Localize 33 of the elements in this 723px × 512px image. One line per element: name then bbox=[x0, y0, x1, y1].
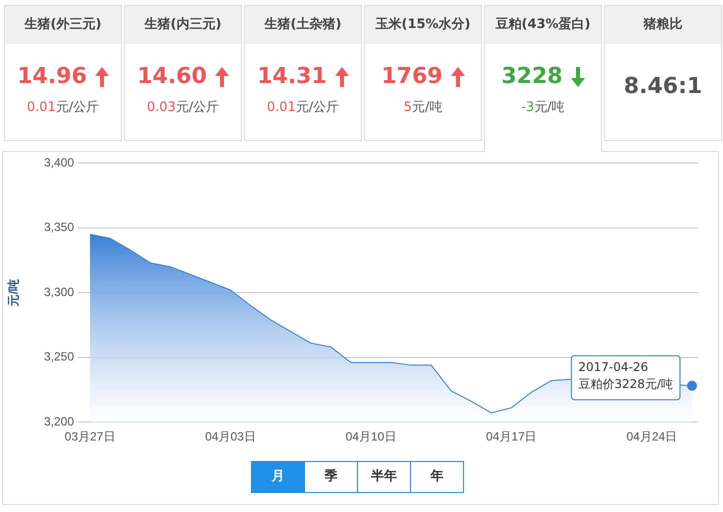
annotation: 2017-04-26 豆粕价3228元/吨 bbox=[578, 360, 673, 391]
text: 生猪(土杂猪) bbox=[245, 6, 361, 44]
text: 猪粮比 bbox=[605, 6, 721, 44]
text: 豆粕(43%蛋白) bbox=[485, 6, 601, 44]
x-tick-label: 04月24日 bbox=[626, 430, 678, 444]
text: 1769 bbox=[381, 64, 443, 89]
text: 8.46:1 bbox=[624, 74, 702, 99]
y-tick-label: 3,250 bbox=[44, 350, 74, 364]
x-tick-label: 04月17日 bbox=[486, 430, 537, 444]
text: 0.01元/公斤 bbox=[26, 99, 100, 116]
y-tick-label: 3,400 bbox=[44, 156, 74, 170]
text: 半年 bbox=[357, 461, 411, 493]
text: 季 bbox=[304, 461, 358, 493]
text: 年 bbox=[410, 461, 464, 493]
text: 月 bbox=[251, 461, 305, 493]
text: 5元/吨 bbox=[402, 99, 444, 116]
text: 0.01元/公斤 bbox=[266, 99, 340, 116]
y-tick-label: 3,300 bbox=[44, 284, 74, 299]
text: 3228 bbox=[501, 64, 563, 89]
text: 生猪(外三元) bbox=[5, 6, 121, 44]
x-tick-label: 03月27日 bbox=[64, 430, 116, 444]
text: 0.03元/公斤 bbox=[146, 99, 220, 116]
text: 14.60 bbox=[137, 64, 207, 89]
text: 14.31 bbox=[257, 64, 327, 89]
x-tick-label: 04月03日 bbox=[205, 430, 256, 444]
y-tick-label: 3,350 bbox=[44, 220, 74, 234]
y-axis-title: 元/吨 bbox=[6, 278, 21, 308]
y-tick-label: 3,200 bbox=[44, 414, 74, 428]
x-tick-label: 04月10日 bbox=[346, 430, 396, 444]
text: 14.96 bbox=[17, 64, 87, 89]
text: 玉米(15%水分) bbox=[365, 6, 481, 44]
text: -3元/吨 bbox=[520, 99, 566, 116]
text: 生猪(内三元) bbox=[125, 6, 241, 44]
